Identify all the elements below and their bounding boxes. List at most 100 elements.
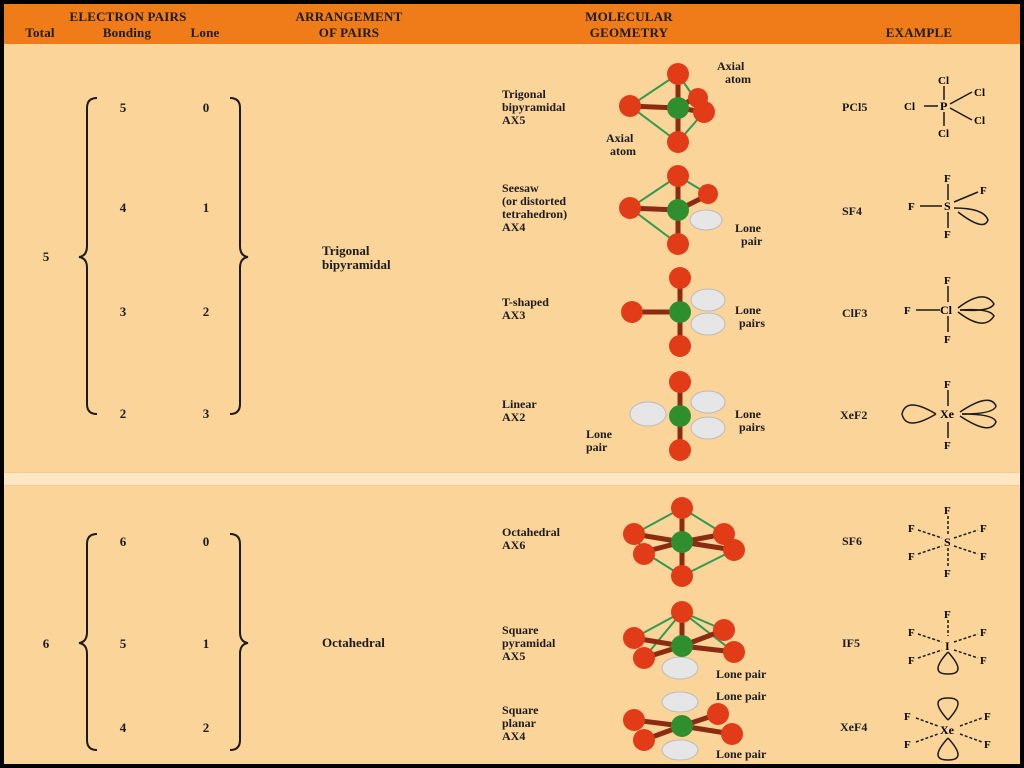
- annotation-text: Axial: [606, 131, 634, 145]
- arrangement-octahedral: Octahedral: [322, 636, 385, 650]
- geometry-label-square-pyramidal: Square pyramidal AX5: [502, 624, 555, 663]
- lewis-ligand: F: [980, 185, 987, 197]
- bonding-6-2: 4: [119, 720, 127, 735]
- example-formula-xef2: XeF2: [840, 408, 868, 422]
- lewis-structure-sf4: S F F F F: [908, 173, 989, 241]
- lewis-ligand: F: [944, 229, 951, 241]
- geometry-label-t-shaped: T-shaped AX3: [502, 296, 549, 322]
- molecule-model-square-planar: [623, 691, 743, 761]
- lewis-ligand: F: [980, 655, 987, 667]
- group-separator: [4, 472, 1020, 486]
- geometry-formula: AX4: [502, 729, 526, 743]
- geometry-formula: AX5: [502, 649, 526, 663]
- annotation-text: Lone: [735, 407, 762, 421]
- example-formula-clf3: ClF3: [842, 306, 868, 320]
- lewis-central-atom: P: [940, 99, 947, 113]
- lone-5-2: 2: [202, 304, 210, 319]
- lewis-ligand: F: [984, 711, 991, 723]
- example-formula-pcl5: PCl5: [842, 100, 868, 114]
- annotation-text: atom: [610, 144, 636, 158]
- geometry-line: T-shaped: [502, 295, 549, 309]
- lewis-ligand: F: [980, 551, 987, 563]
- molecule-model-tbp: [619, 63, 715, 153]
- lone-6-1: 1: [202, 636, 210, 651]
- geometry-formula: AX2: [502, 410, 526, 424]
- left-brace-6: [78, 533, 98, 751]
- annotation-lone-pair-square-pyramidal: Lone pair: [716, 667, 767, 681]
- lewis-ligand: F: [908, 201, 915, 213]
- geometry-label-tbp: Trigonal bipyramidal AX5: [502, 88, 565, 127]
- arrangement-line-2: bipyramidal: [322, 257, 391, 272]
- annotation-text: Lone: [735, 303, 762, 317]
- geometry-line: Octahedral: [502, 525, 560, 539]
- lewis-ligand: Cl: [974, 115, 985, 127]
- bonding-6-1: 5: [119, 636, 127, 651]
- lewis-ligand: F: [944, 334, 951, 346]
- annotation-text: pair: [586, 440, 608, 454]
- lewis-structure-if5: I F F F F F: [908, 609, 987, 675]
- lewis-central-atom: I: [945, 639, 950, 653]
- lone-5-3: 3: [202, 406, 210, 421]
- lewis-central-atom: S: [944, 535, 951, 549]
- molecule-model-square-pyramidal: [623, 601, 745, 680]
- annotation-lone-pair-square-planar-bottom: Lone pair: [716, 747, 767, 761]
- annotation-text: Lone: [735, 221, 762, 235]
- lewis-ligand: F: [980, 627, 987, 639]
- lewis-structure-xef2: Xe F F: [901, 379, 997, 452]
- geometry-line: Square: [502, 623, 539, 637]
- right-brace-6: [229, 533, 249, 751]
- geometry-line: Square: [502, 703, 539, 717]
- annotation-text: atom: [725, 72, 751, 86]
- right-brace-5: [229, 97, 249, 415]
- bonding-5-3: 2: [119, 406, 127, 421]
- molecule-model-t-shaped: [621, 267, 726, 357]
- geometry-formula: AX3: [502, 308, 526, 322]
- geometry-line: Seesaw: [502, 181, 539, 195]
- header-bonding: Bonding: [102, 25, 152, 40]
- annotation-text: Lone: [586, 427, 613, 441]
- lewis-ligand: F: [980, 523, 987, 535]
- arrangement-line-1: Octahedral: [322, 635, 385, 650]
- lewis-ligand: Cl: [904, 101, 915, 113]
- lewis-ligand: F: [908, 523, 915, 535]
- lewis-ligand: F: [944, 379, 951, 391]
- lewis-ligand: Cl: [974, 87, 985, 99]
- lewis-ligand: F: [908, 655, 915, 667]
- lewis-ligand: F: [944, 275, 951, 287]
- lone-5-0: 0: [202, 100, 210, 115]
- lewis-central-atom: Xe: [940, 723, 955, 737]
- total-5: 5: [42, 249, 50, 264]
- example-formula-sf4: SF4: [842, 204, 863, 218]
- annotation-lone-pairs-t-shaped: Lone pairs: [735, 304, 765, 330]
- geometry-line: planar: [502, 716, 537, 730]
- bonding-6-0: 6: [119, 534, 127, 549]
- total-6: 6: [42, 636, 50, 651]
- geometry-line: Linear: [502, 397, 537, 411]
- annotation-axial-atom-bottom: Axial atom: [606, 132, 636, 158]
- lewis-ligand: F: [944, 173, 951, 185]
- header-example: EXAMPLE: [885, 25, 953, 40]
- geometry-line: Trigonal: [502, 87, 546, 101]
- molecule-model-octahedral: [623, 497, 745, 587]
- lone-6-0: 0: [202, 534, 210, 549]
- annotation-lone-pair-square-planar-top: Lone pair: [716, 689, 767, 703]
- annotation-text: pairs: [739, 316, 766, 330]
- header-geometry-2: GEOMETRY: [589, 25, 669, 40]
- lone-6-2: 2: [202, 720, 210, 735]
- lewis-ligand: F: [904, 305, 911, 317]
- bonding-5-2: 3: [119, 304, 127, 319]
- lewis-ligand: F: [944, 568, 951, 580]
- lewis-structure-sf6: S F F F F F F: [908, 505, 987, 580]
- lewis-ligand: F: [904, 711, 911, 723]
- header-arrangement-2: OF PAIRS: [318, 25, 380, 40]
- geometry-line: bipyramidal: [502, 100, 566, 114]
- lewis-ligand: F: [944, 505, 951, 517]
- header-total: Total: [25, 25, 55, 40]
- lewis-ligand: F: [908, 627, 915, 639]
- annotation-axial-atom-top: Axial atom: [717, 60, 751, 86]
- geometry-label-octahedral: Octahedral AX6: [502, 526, 560, 552]
- vsepr-table: ELECTRON PAIRS Total Bonding Lone ARRANG…: [4, 4, 1020, 764]
- header-electron-pairs: ELECTRON PAIRS: [69, 9, 187, 24]
- lewis-ligand: F: [944, 440, 951, 452]
- header-lone: Lone: [190, 25, 220, 40]
